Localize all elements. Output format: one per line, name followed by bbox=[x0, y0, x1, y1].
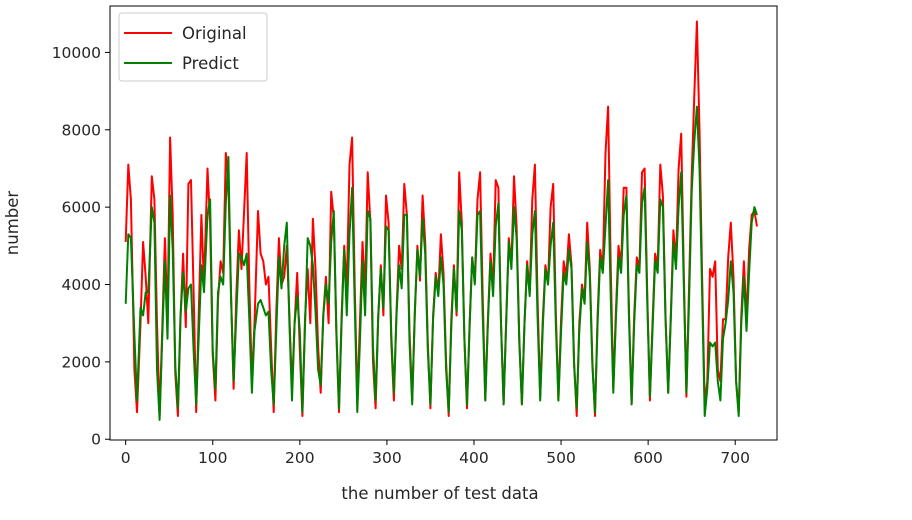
x-tick-label: 400 bbox=[459, 449, 489, 467]
x-tick-label: 0 bbox=[121, 449, 131, 467]
y-tick-label: 0 bbox=[91, 431, 101, 449]
x-tick-label: 300 bbox=[372, 449, 402, 467]
y-tick-label: 8000 bbox=[62, 121, 101, 139]
x-tick-label: 100 bbox=[198, 449, 228, 467]
x-axis-label: the number of test data bbox=[341, 484, 538, 503]
legend-label-predict: Predict bbox=[182, 54, 239, 73]
x-tick-label: 500 bbox=[546, 449, 576, 467]
y-tick-label: 6000 bbox=[62, 199, 101, 217]
y-axis-ticks: 0 2000 4000 6000 8000 10000 bbox=[52, 44, 110, 449]
series-layer bbox=[124, 20, 758, 421]
x-tick-label: 200 bbox=[285, 449, 315, 467]
plot-frame bbox=[109, 5, 778, 441]
y-tick-label: 2000 bbox=[62, 353, 101, 371]
y-tick-label: 10000 bbox=[52, 44, 101, 62]
legend-label-original: Original bbox=[182, 24, 247, 43]
x-tick-label: 700 bbox=[720, 449, 750, 467]
x-tick-label: 600 bbox=[633, 449, 663, 467]
y-tick-label: 4000 bbox=[62, 276, 101, 294]
x-axis-ticks: 0 100 200 300 400 500 600 700 bbox=[121, 440, 750, 467]
legend: Original Predict bbox=[118, 12, 268, 82]
y-axis-label: number bbox=[3, 191, 22, 256]
series-line-predict bbox=[124, 105, 758, 421]
